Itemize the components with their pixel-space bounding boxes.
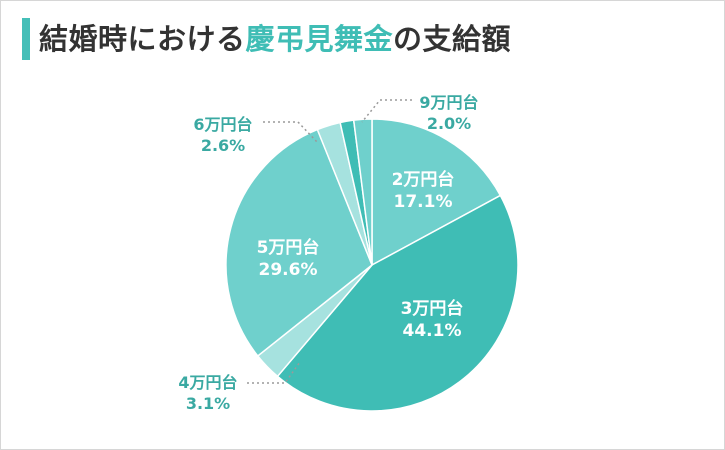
- slice-value-label: 17.1%: [394, 192, 453, 212]
- slice-value-label: 2.6%: [201, 136, 245, 155]
- slice-value-label: 2.0%: [427, 114, 471, 133]
- leader-line: [247, 361, 301, 384]
- title-highlight: 慶弔見舞金: [245, 22, 394, 56]
- slice-category-label: 3万円台: [401, 298, 464, 319]
- slice-category-label: 2万円台: [392, 169, 455, 190]
- slice-category-label: 4万円台: [178, 373, 237, 392]
- slice-value-label: 3.1%: [186, 394, 230, 413]
- leader-lines: [247, 99, 412, 384]
- slice-category-label: 5万円台: [257, 237, 320, 258]
- pie-slices: [225, 118, 519, 412]
- title-prefix: 結婚時における: [39, 22, 246, 56]
- slice-category-label: 6万円台: [193, 115, 252, 134]
- title-suffix: の支給額: [393, 22, 512, 56]
- leader-line: [361, 99, 412, 123]
- leader-line: [263, 121, 319, 144]
- slice-value-label: 44.1%: [403, 321, 462, 341]
- slice-value-label: 29.6%: [259, 260, 318, 280]
- title-accent-bar: [22, 18, 30, 60]
- pie-slice-5万円台: [225, 128, 373, 357]
- chart-title: 結婚時における慶弔見舞金の支給額: [39, 17, 511, 61]
- pie-slice-9万円台: [352, 118, 373, 266]
- slice-category-label: 9万円台: [419, 93, 478, 112]
- pie-slice-2万円台: [371, 118, 502, 267]
- pie-slice-3万円台: [276, 194, 519, 412]
